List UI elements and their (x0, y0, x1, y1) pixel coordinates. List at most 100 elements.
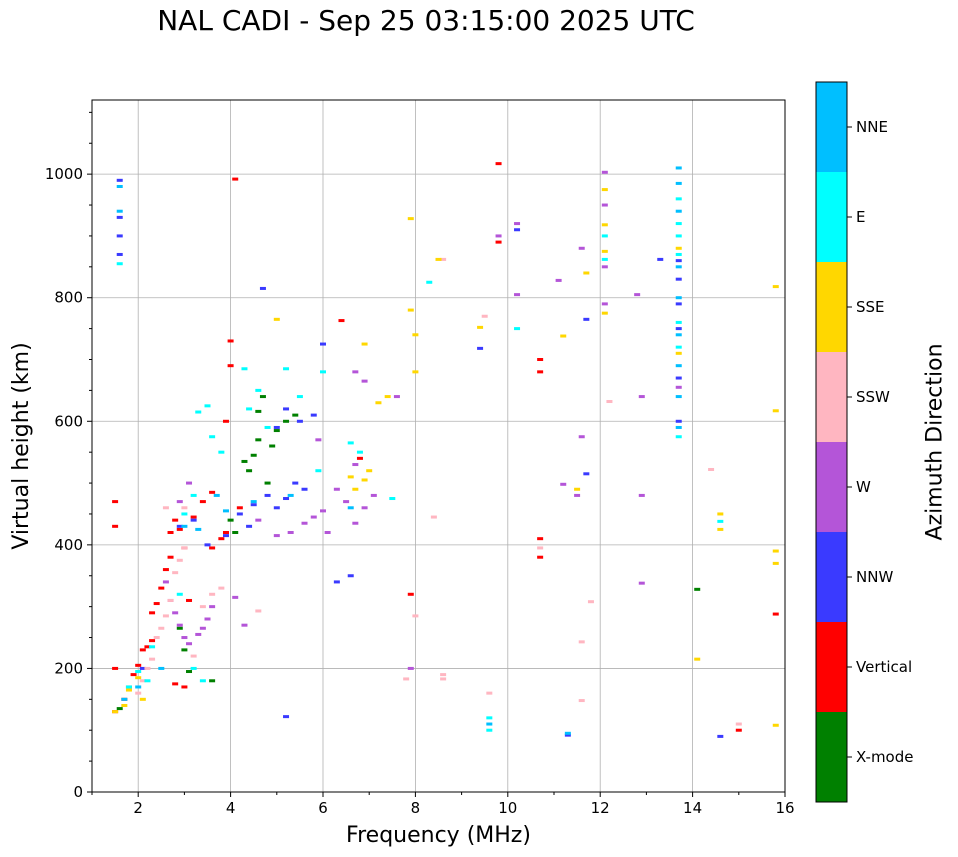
data-point (412, 614, 419, 618)
data-point (195, 410, 202, 414)
data-point (135, 691, 142, 695)
colorbar-tick-label: E (856, 208, 865, 226)
data-point (283, 497, 290, 501)
data-point (236, 512, 243, 516)
data-point (310, 413, 317, 417)
data-point (370, 493, 377, 497)
data-point (227, 339, 234, 343)
data-point (574, 493, 581, 497)
data-point (578, 435, 585, 439)
data-point (218, 450, 225, 454)
data-point (675, 320, 682, 324)
data-point (269, 444, 276, 448)
data-point (481, 314, 488, 318)
data-point (486, 722, 493, 726)
data-point (149, 611, 156, 615)
data-point (717, 734, 724, 738)
data-point (259, 286, 266, 290)
data-point (634, 293, 641, 297)
data-point (675, 376, 682, 380)
data-point (186, 481, 193, 485)
data-point (167, 598, 174, 602)
data-point (675, 302, 682, 306)
data-point (199, 679, 206, 683)
data-point (601, 188, 608, 192)
data-point (232, 177, 239, 181)
data-point (149, 657, 156, 661)
data-point (167, 531, 174, 534)
data-point (537, 370, 544, 374)
data-point (361, 506, 368, 510)
data-point (583, 317, 590, 321)
data-point (601, 311, 608, 315)
colorbar-tick-label: SSE (856, 298, 885, 316)
data-point (287, 493, 294, 497)
colorbar-tick-label: SSW (856, 388, 890, 406)
data-point (407, 308, 414, 312)
data-point (560, 482, 567, 486)
x-tick-label: 8 (411, 799, 421, 817)
data-point (162, 614, 169, 618)
data-point (186, 598, 193, 602)
data-point (772, 285, 779, 289)
data-point (222, 531, 229, 534)
data-point (125, 688, 132, 692)
data-point (675, 259, 682, 263)
data-point (333, 487, 340, 491)
data-point (273, 506, 280, 510)
data-point (283, 367, 290, 371)
data-point (181, 506, 188, 510)
chart-title: NAL CADI - Sep 25 03:15:00 2025 UTC (157, 4, 695, 37)
data-point (116, 252, 123, 256)
data-point (190, 518, 197, 522)
data-point (675, 425, 682, 429)
colorbar-tick-label: NNW (856, 568, 893, 586)
data-point (638, 581, 645, 585)
data-point (426, 280, 433, 284)
y-tick-label: 600 (54, 412, 83, 430)
data-point (116, 215, 123, 219)
data-point (172, 682, 179, 686)
data-point (204, 543, 211, 547)
data-point (675, 277, 682, 281)
data-point (347, 475, 354, 479)
data-point (176, 626, 183, 630)
data-point (227, 364, 234, 368)
data-point (356, 450, 363, 454)
colorbar-frame (815, 81, 848, 803)
data-point (514, 293, 521, 297)
data-point (218, 586, 225, 590)
data-point (675, 234, 682, 238)
data-point (412, 370, 419, 374)
data-point (735, 728, 742, 732)
data-point (486, 716, 493, 720)
data-point (241, 459, 248, 463)
data-point (347, 441, 354, 445)
data-point (116, 234, 123, 238)
data-point (296, 419, 303, 423)
data-point (412, 333, 419, 337)
data-point (601, 265, 608, 269)
data-point (116, 178, 123, 182)
data-point (587, 600, 594, 604)
data-point (555, 278, 562, 282)
data-point (772, 723, 779, 727)
data-point (486, 728, 493, 732)
plot-frame (91, 99, 786, 793)
data-point (407, 217, 414, 221)
y-tick-label: 1000 (45, 165, 83, 183)
data-point (139, 648, 146, 652)
data-point (564, 733, 571, 737)
data-point (259, 395, 266, 399)
data-point (638, 493, 645, 497)
data-point (675, 197, 682, 201)
data-point (320, 342, 326, 346)
colorbar-tick-label: X-mode (856, 748, 913, 766)
data-point (694, 587, 701, 591)
data-point (292, 481, 299, 485)
data-point (186, 670, 193, 674)
data-point (601, 170, 608, 174)
data-point (320, 509, 326, 513)
data-point (675, 435, 682, 439)
